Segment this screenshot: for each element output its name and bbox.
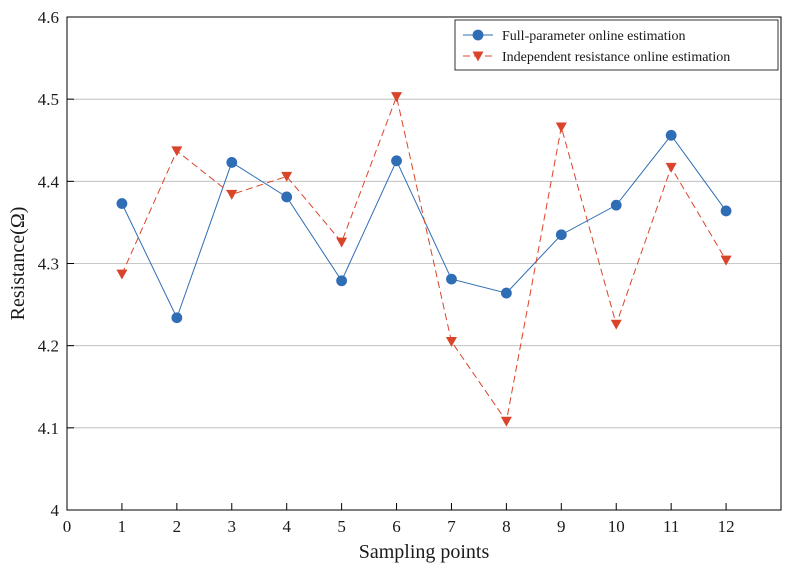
x-tick-label: 1 [118,517,127,536]
data-point [665,129,677,141]
x-tick-label: 0 [63,517,72,536]
data-point [281,191,293,203]
data-point [116,198,128,209]
data-point [445,337,457,347]
y-tick-label: 4.6 [38,8,59,27]
data-point [446,273,457,285]
y-tick-label: 4 [51,501,60,520]
data-point [720,255,732,266]
x-tick-label: 8 [502,517,511,536]
x-tick-label: 3 [228,517,237,536]
x-tick-label: 10 [608,517,625,536]
x-tick-label: 9 [557,517,566,536]
data-point [336,275,348,287]
y-tick-label: 4.5 [38,90,59,109]
legend-label: Full-parameter online estimation [502,29,686,44]
y-tick-label: 4.2 [38,337,59,356]
legend-marker [472,51,484,62]
series-line [121,94,727,423]
x-axis-label: Sampling points [359,541,490,563]
data-point [500,416,512,427]
y-axis-label: Resistance(Ω) [7,207,29,321]
data-point [720,205,732,217]
series-1 [116,129,732,324]
legend-entry: Full-parameter online estimation [463,29,686,44]
y-tick-label: 4.1 [38,419,59,438]
legend-box [454,19,779,71]
data-point [226,189,238,200]
legend-label: Independent resistance online estimation [502,50,730,65]
data-point [116,269,128,280]
data-point [555,122,567,133]
x-tick-label: 6 [392,517,401,536]
data-point [336,237,348,248]
grid-lines [67,98,781,429]
series-line [121,134,727,320]
data-point [665,162,677,173]
data-point [281,171,293,182]
series-2 [116,92,732,427]
y-tick-label: 4.3 [38,255,59,274]
legend-marker [472,29,484,41]
data-point [610,199,622,211]
x-tick-label: 12 [718,517,735,536]
data-point [500,287,512,299]
data-point [391,155,402,167]
x-tick-label: 11 [663,517,679,536]
data-point [171,146,183,157]
x-tick-label: 5 [337,517,346,536]
data-point [391,92,403,103]
y-tick-label: 4.4 [38,172,60,191]
data-point [226,157,238,168]
axis-ticks: 44.14.24.34.44.54.60 1 2 3 4 5 6 7 8 9 10 11 12 [38,8,735,536]
series-layer [116,92,732,427]
legend: Full-parameter online estimation Independ… [454,19,779,71]
x-tick-label: 4 [282,517,291,536]
data-point [555,229,567,241]
legend-entry: Independent resistance online estimation [463,50,730,65]
x-tick-label: 7 [447,517,456,536]
x-tick-label: 2 [173,517,182,536]
data-point [171,312,183,324]
data-point [610,319,622,330]
